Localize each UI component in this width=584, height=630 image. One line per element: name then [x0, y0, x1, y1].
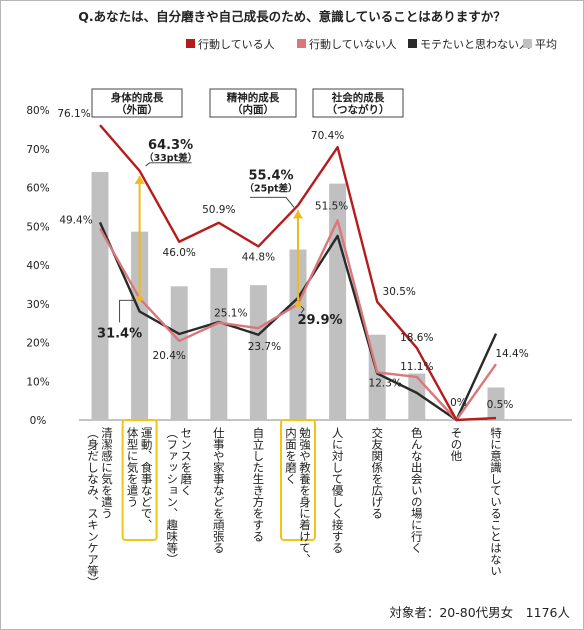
legend-label-1: 行動していない人: [309, 37, 397, 51]
y-tick-0: 0%: [30, 415, 47, 427]
highlight-box-1: [121, 419, 158, 541]
legend-swatch-1: [297, 39, 306, 48]
bar-average-3: [210, 268, 228, 420]
group-box-2: [312, 88, 404, 118]
category-label-0-0: 清潔感に気を遣う: [100, 427, 114, 519]
callout-leader-top-5: [250, 196, 295, 208]
callout-bottom-value-5: 29.9%: [297, 313, 342, 328]
category-label-4-0: 自立した生き方をする: [251, 427, 265, 542]
category-label-0-1: （身だしなみ、スキンケア等）: [86, 427, 100, 588]
data-label-s0-2: 46.0%: [163, 247, 196, 259]
bar-average-2: [170, 286, 188, 420]
callout-leader-bottom-1: [119, 299, 136, 323]
data-label-s1-4: 23.7%: [248, 341, 281, 353]
y-tick-4: 40%: [26, 260, 49, 272]
data-label-s1-6: 51.5%: [315, 200, 348, 212]
callout-bottom-value-1: 31.4%: [97, 326, 142, 341]
y-tick-2: 20%: [26, 338, 49, 350]
footer-note: 対象者：20-80代男女 1176人: [389, 605, 570, 620]
category-label-5-1: 内面を磨く: [284, 426, 298, 484]
diff-arrow-base-1: [295, 301, 301, 308]
data-label-s1-8: 11.1%: [400, 361, 433, 373]
category-label-2-0: センスを磨く: [179, 427, 193, 496]
y-tick-1: 10%: [26, 376, 49, 388]
data-label-s1-0: 49.4%: [59, 215, 92, 227]
legend-label-0: 行動している人: [198, 37, 275, 51]
category-label-6-0: 人に対して優しく接する: [331, 427, 345, 554]
data-label-s1-3: 25.1%: [214, 308, 247, 320]
data-label-s1-10: 14.4%: [495, 348, 528, 360]
category-label-10-0: 特に意識していることはない: [489, 426, 503, 576]
y-tick-6: 60%: [26, 183, 49, 195]
category-label-2-1: （ファッション、趣味等）: [165, 427, 179, 565]
group-label-0-1: （外面）: [116, 103, 158, 116]
data-label-s0-3: 50.9%: [202, 204, 235, 216]
line-series-0: [99, 124, 497, 422]
chart-title: Q.あなたは、自分磨きや自己成長のため、意識していることはありますか？: [78, 9, 506, 24]
diff-arrow-base-0: [136, 295, 143, 302]
y-tick-8: 80%: [26, 105, 49, 117]
legend-label-2: モテたいと思わない人: [420, 38, 530, 51]
y-axis: 0% 10% 20% 30% 40% 50% 60% 70% 80%: [26, 105, 572, 427]
category-labels: 清潔感に気を遣う（身だしなみ、スキンケア等） 運動、食事などで、体型に気を遣う セン…: [86, 419, 503, 588]
group-label-1-0: 精神的成長: [227, 91, 280, 104]
diff-arrowhead-1: [293, 210, 303, 219]
data-label-s0-6: 70.4%: [311, 130, 344, 142]
data-label-s0-9: 0%: [450, 397, 467, 409]
category-label-8-0: 色んな出会いの場に行く: [410, 426, 424, 553]
data-label-s1-7: 12.3%: [369, 377, 402, 389]
highlight-box-5: [280, 419, 316, 541]
category-label-1-0: 運動、食事などで、: [140, 427, 154, 531]
category-label-5-0: 勉強や教養を身に着けて、: [298, 426, 312, 565]
bar-average-8: [408, 373, 426, 420]
legend-label-3: 平均: [535, 38, 557, 51]
callout-top-value-5: 55.4%: [248, 168, 293, 183]
legend-swatch-3: [523, 39, 532, 48]
y-tick-5: 50%: [26, 221, 49, 233]
callout-diff-1: （33pt差）: [144, 152, 197, 164]
category-label-7-0: 交友関係を広げる: [370, 426, 384, 519]
y-tick-3: 30%: [26, 299, 49, 311]
group-label-0-0: 身体的成長: [111, 91, 164, 104]
bar-average-0: [91, 172, 109, 420]
callout-diff-5: （25pt差）: [244, 182, 297, 194]
group-label-2-1: （つながり）: [327, 103, 390, 116]
callout-top-value-1: 64.3%: [148, 138, 193, 153]
group-label-2-0: 社会的成長: [331, 91, 385, 104]
data-label-s0-0: 76.1%: [57, 108, 90, 120]
bar-average-4: [249, 285, 267, 420]
category-label-1-1: 体型に気を遣う: [126, 426, 140, 507]
annotations: 64.3%（33pt差） 31.4% 55.4%（25pt差） 29.9%: [97, 138, 343, 341]
category-label-3-0: 仕事や家事などを頑張る: [212, 427, 226, 554]
data-label-s0-4: 44.8%: [242, 251, 275, 263]
legend-swatch-2: [408, 39, 417, 48]
data-label-s0-8: 18.6%: [400, 332, 433, 344]
group-label-1-1: （内面）: [232, 103, 274, 116]
bar-average-10: [487, 387, 505, 420]
diff-arrowhead-0: [134, 175, 145, 184]
legend-swatch-0: [186, 39, 195, 48]
group-box-1: [209, 88, 297, 118]
data-label-s0-10: 0.5%: [487, 399, 514, 411]
callout-leader-bottom-5: [300, 305, 305, 314]
group-box-0: [91, 88, 183, 118]
category-label-9-0: その他: [449, 427, 463, 462]
legend: 行動している人 行動していない人 モテたいと思わない人 平均: [186, 37, 557, 51]
y-tick-7: 70%: [26, 144, 49, 156]
group-headers: 身体的成長（外面） 精神的成長（内面） 社会的成長（つながり）: [91, 88, 404, 118]
data-labels: 76.1% 46.0% 50.9% 44.8% 70.4% 30.5% 18.6% 0% 0.5…: [57, 108, 528, 411]
bar-average-1: [131, 231, 149, 420]
bar-average-6: [329, 183, 347, 420]
callout-leader-top-1: [145, 162, 192, 167]
data-label-s1-2: 20.4%: [153, 350, 186, 362]
data-label-s0-7: 30.5%: [383, 286, 416, 298]
